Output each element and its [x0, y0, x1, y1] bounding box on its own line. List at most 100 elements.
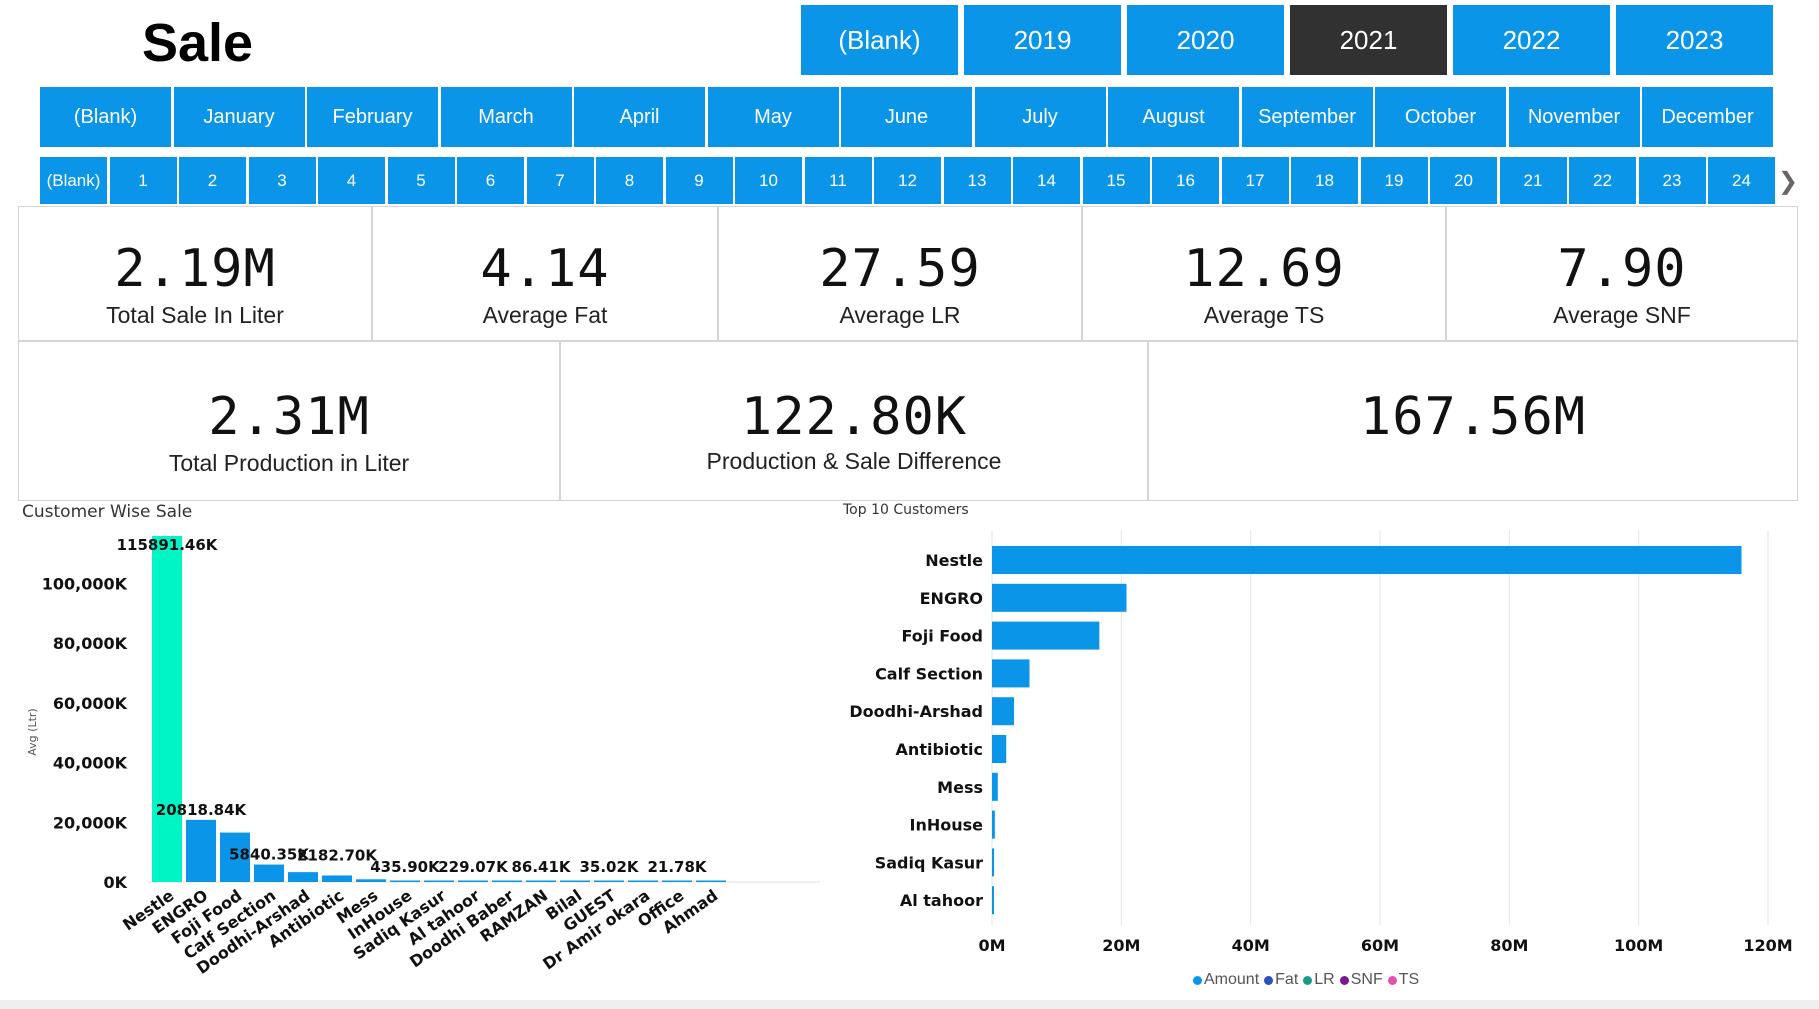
bar[interactable] [992, 697, 1014, 726]
y-tick-label: 80,000K [53, 634, 128, 653]
bar[interactable] [992, 772, 998, 801]
legend-item-ts[interactable]: TS [1387, 971, 1419, 989]
data-label: 86.41K [511, 858, 571, 876]
bar[interactable] [560, 880, 590, 883]
legend-item-lr[interactable]: LR [1303, 971, 1335, 989]
bar[interactable] [356, 879, 386, 882]
month-button-march[interactable]: March [440, 87, 572, 147]
y-tick-label: 40,000K [53, 754, 128, 773]
legend-label: Amount [1204, 971, 1260, 988]
day-button-13[interactable]: 13 [943, 157, 1011, 204]
day-button-18[interactable]: 18 [1291, 157, 1358, 204]
legend-label: SNF [1350, 971, 1383, 988]
legend-item-snf[interactable]: SNF [1339, 971, 1383, 989]
kpi-value: 167.56M [1359, 387, 1587, 447]
day-button-23[interactable]: 23 [1638, 157, 1706, 204]
bar[interactable] [992, 810, 995, 839]
day-button-6[interactable]: 6 [457, 157, 524, 204]
y-tick-label: 100,000K [42, 574, 128, 593]
month-button-june[interactable]: June [841, 87, 972, 147]
bar[interactable] [594, 880, 624, 883]
bar[interactable] [526, 880, 556, 883]
kpi-value: 12.69 [1183, 239, 1345, 299]
day-button-21[interactable]: 21 [1499, 157, 1567, 204]
month-button-blank[interactable]: (Blank) [40, 87, 171, 147]
legend-item-amount[interactable]: Amount [1193, 971, 1259, 989]
bar[interactable] [696, 880, 726, 883]
kpi-label: Total Production in Liter [168, 450, 410, 476]
y-tick-label: Al tahoor [900, 891, 983, 910]
footer-strip [0, 1000, 1819, 1009]
day-button-16[interactable]: 16 [1152, 157, 1219, 204]
day-button-12[interactable]: 12 [874, 157, 941, 204]
day-button-9[interactable]: 9 [665, 157, 733, 204]
bar[interactable] [424, 880, 454, 883]
bar[interactable] [492, 880, 522, 883]
bar[interactable] [992, 886, 994, 915]
month-button-february[interactable]: February [307, 87, 438, 147]
day-button-24[interactable]: 24 [1708, 157, 1775, 204]
bar[interactable] [992, 583, 1127, 612]
day-button-4[interactable]: 4 [318, 157, 385, 204]
month-button-november[interactable]: November [1508, 87, 1640, 147]
day-button-1[interactable]: 1 [109, 157, 177, 204]
bar[interactable] [254, 864, 284, 882]
day-button-3[interactable]: 3 [248, 157, 316, 204]
kpi-value: 122.80K [740, 387, 968, 447]
bar[interactable] [992, 735, 1007, 763]
kpi-card-average-snf: 7.90 Average SNF [1446, 206, 1798, 341]
chart-title-top-10-customers: Top 10 Customers [843, 502, 969, 518]
month-button-december[interactable]: December [1642, 87, 1773, 147]
bar[interactable] [458, 880, 488, 883]
kpi-card-amount: 167.56M [1148, 341, 1798, 501]
kpi-label: Production & Sale Difference [706, 448, 1002, 474]
month-button-august[interactable]: August [1108, 87, 1239, 147]
day-button-11[interactable]: 11 [804, 157, 872, 204]
day-button-20[interactable]: 20 [1430, 157, 1497, 204]
day-button-17[interactable]: 17 [1221, 157, 1289, 204]
y-axis-title: Avg (Ltr) [26, 708, 39, 755]
day-button-15[interactable]: 15 [1082, 157, 1150, 204]
month-button-october[interactable]: October [1375, 87, 1506, 147]
day-button-22[interactable]: 22 [1569, 157, 1636, 204]
month-button-january[interactable]: January [173, 87, 305, 147]
x-tick-label: 0M [978, 936, 1005, 955]
year-button-blank[interactable]: (Blank) [801, 5, 958, 75]
x-tick-label: 40M [1232, 936, 1270, 955]
bar[interactable] [992, 659, 1030, 688]
month-button-september[interactable]: September [1241, 87, 1373, 147]
month-button-may[interactable]: May [707, 87, 839, 147]
year-button-2021[interactable]: 2021 [1290, 5, 1447, 75]
bar[interactable] [152, 536, 182, 882]
bar[interactable] [992, 546, 1742, 574]
year-button-2022[interactable]: 2022 [1453, 5, 1610, 75]
bar[interactable] [220, 832, 250, 882]
legend-dot-icon [1193, 975, 1202, 985]
bar[interactable] [322, 875, 352, 882]
y-tick-label: Sadiq Kasur [875, 853, 983, 872]
day-button-14[interactable]: 14 [1013, 157, 1080, 204]
year-button-2023[interactable]: 2023 [1616, 5, 1773, 75]
legend-item-fat[interactable]: Fat [1264, 971, 1298, 989]
day-button-19[interactable]: 19 [1360, 157, 1428, 204]
day-button-10[interactable]: 10 [735, 157, 802, 204]
bar[interactable] [186, 819, 216, 882]
day-button-2[interactable]: 2 [179, 157, 246, 204]
year-button-2020[interactable]: 2020 [1127, 5, 1284, 75]
bar[interactable] [628, 880, 658, 883]
day-button-7[interactable]: 7 [526, 157, 594, 204]
data-label: 21.78K [647, 858, 707, 876]
day-button-8[interactable]: 8 [596, 157, 663, 204]
y-tick-label: Doodhi-Arshad [849, 702, 983, 721]
bar[interactable] [390, 880, 420, 883]
day-button-5[interactable]: 5 [387, 157, 455, 204]
year-button-2019[interactable]: 2019 [964, 5, 1121, 75]
month-button-july[interactable]: July [974, 87, 1106, 147]
bar[interactable] [288, 872, 318, 882]
month-button-april[interactable]: April [574, 87, 705, 147]
bar[interactable] [992, 848, 995, 877]
bar[interactable] [992, 621, 1100, 650]
chevron-right-icon[interactable]: ❯ [1778, 167, 1799, 195]
bar[interactable] [662, 880, 692, 883]
day-button-blank[interactable]: (Blank) [40, 157, 107, 204]
